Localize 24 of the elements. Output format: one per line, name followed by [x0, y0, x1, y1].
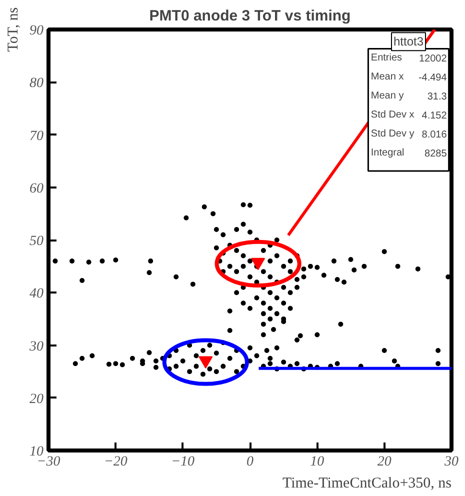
text: Mean x -4.494: [370, 72, 447, 84]
x-tick-label: 10: [310, 454, 324, 470]
y-tick-label: 70: [30, 128, 44, 144]
x-axis-title: Time-TimeCntCalo+350, ns: [282, 476, 452, 492]
y-axis-title: ToT, ns: [6, 7, 22, 52]
y-tick-label: 50: [30, 234, 44, 249]
annotation: Std Dev x 4.152: [370, 110, 448, 122]
text: Integral 8285: [370, 147, 447, 160]
y-tick-label: 40: [30, 286, 44, 302]
annotation: httot3: [394, 34, 424, 49]
text: Mean y 31.3: [370, 90, 447, 103]
y-tick-label: 30: [28, 339, 44, 354]
x-tick-label: −20: [104, 454, 128, 470]
x-tick-label: 30: [444, 454, 458, 470]
x-tick-label: 0: [246, 454, 254, 470]
text: Entries 12002: [370, 52, 447, 65]
y-tick-label: 60: [30, 181, 44, 196]
annotation: Std Dev y 8.016: [370, 128, 448, 141]
y-tick-label: 20: [30, 392, 44, 407]
y-tick-label: 90: [30, 24, 44, 38]
x-tick-label: 20: [377, 454, 392, 470]
chart-title: PMT0 anode 3 ToT vs timing: [149, 8, 351, 24]
y-tick-label: 80: [30, 76, 44, 92]
x-tick-label: −10: [171, 454, 195, 470]
